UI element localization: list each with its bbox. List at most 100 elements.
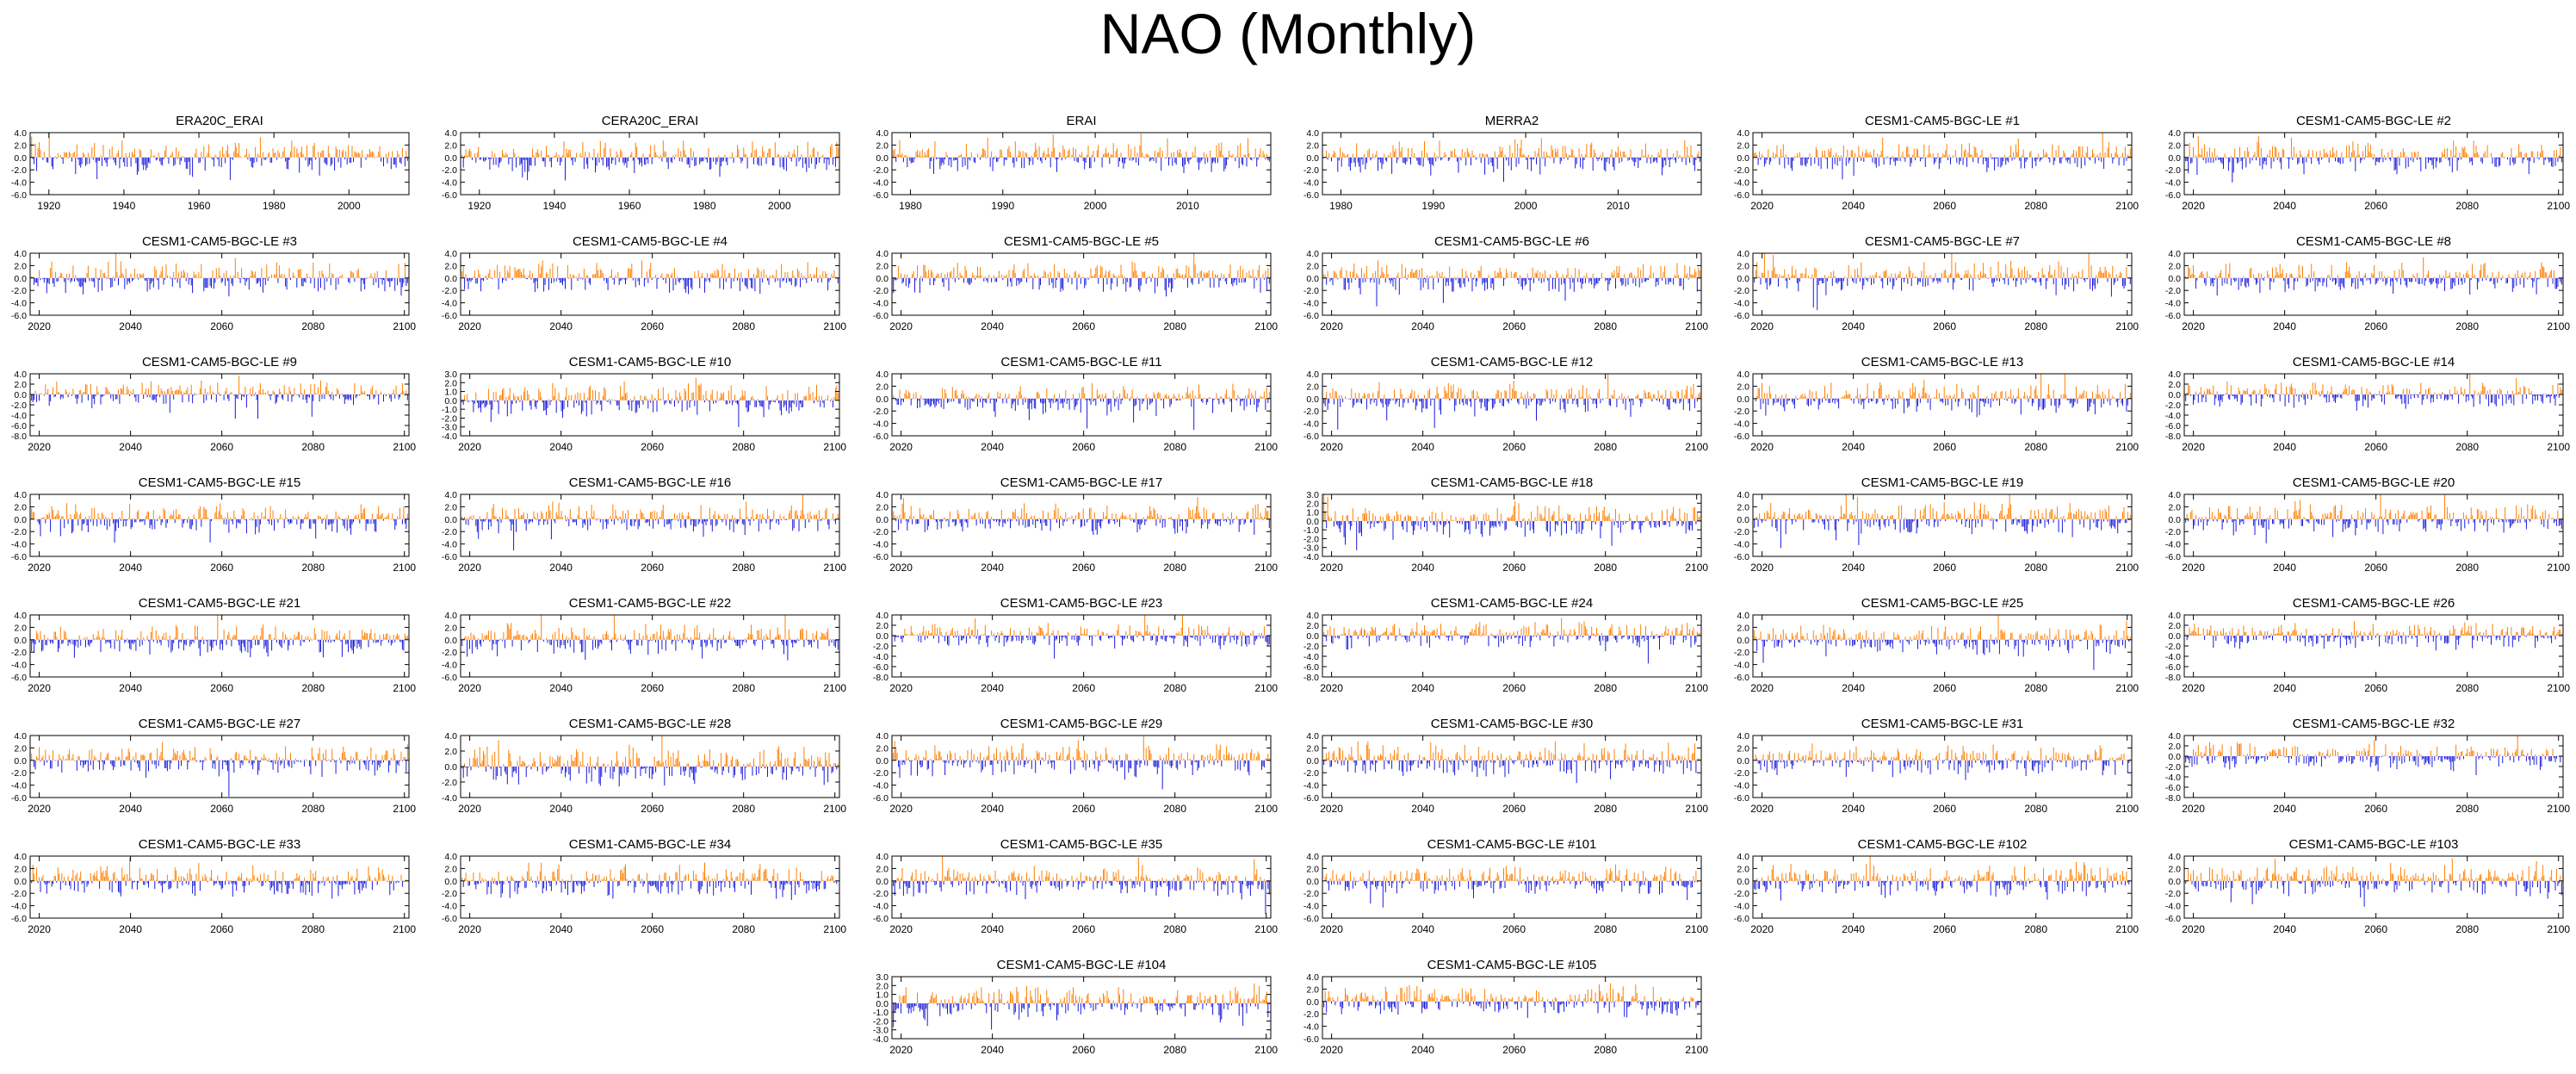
y-tick-label: -2.0 — [2165, 165, 2181, 176]
plot-frame — [2184, 133, 2563, 195]
y-tick-label: 4.0 — [14, 369, 27, 380]
y-tick-label: -2.0 — [1303, 286, 1319, 296]
x-tick-label: 2020 — [2182, 200, 2205, 212]
chart-panel: CESM1-CAM5-BGC-LE #64.02.00.0-2.0-4.0-6.… — [1303, 234, 1708, 332]
x-tick-label: 2040 — [2273, 320, 2296, 332]
x-tick-label: 2060 — [641, 320, 664, 332]
y-tick-label: -6.0 — [2165, 190, 2181, 201]
y-tick-label: -4.0 — [11, 299, 27, 309]
x-tick-label: 1980 — [693, 200, 716, 212]
plot-frame — [461, 253, 839, 315]
y-tick-label: 2.0 — [2168, 140, 2181, 151]
bar-series — [894, 253, 1270, 296]
y-tick-label: -6.0 — [1734, 190, 1749, 201]
y-tick-label: 0.0 — [1306, 153, 1319, 164]
y-tick-label: -2.0 — [1734, 286, 1749, 296]
x-tick-label: 1920 — [37, 200, 60, 212]
x-tick-label: 2040 — [549, 320, 573, 332]
y-tick-label: 2.0 — [1737, 140, 1749, 151]
x-tick-label: 2080 — [301, 320, 325, 332]
x-tick-label: 2100 — [823, 441, 846, 453]
x-tick-label: 2040 — [981, 320, 1004, 332]
y-tick-label: 4.0 — [876, 128, 889, 139]
x-tick-label: 2060 — [1933, 200, 1956, 212]
x-tick-label: 2080 — [2024, 320, 2047, 332]
x-tick-label: 2010 — [1176, 200, 1199, 212]
panel-title: CERA20C_ERAI — [602, 114, 699, 128]
y-tick-label: -2.0 — [442, 286, 457, 296]
panel-title: CESM1-CAM5-BGC-LE #4 — [573, 234, 728, 249]
x-tick-label: 1990 — [1421, 200, 1445, 212]
panel-title: ERAI — [1066, 114, 1096, 128]
x-tick-label: 2100 — [2547, 200, 2570, 212]
chart-panel: CESM1-CAM5-BGC-LE #14.02.00.0-2.0-4.0-6.… — [1734, 114, 2139, 212]
y-tick-label: 4.0 — [444, 128, 457, 139]
x-tick-label: 2100 — [823, 320, 846, 332]
bar-series — [32, 133, 408, 180]
bar-series — [894, 383, 1270, 430]
x-tick-label: 2040 — [119, 441, 142, 453]
x-tick-label: 2060 — [210, 320, 233, 332]
x-tick-label: 2100 — [393, 320, 416, 332]
x-tick-label: 2080 — [301, 441, 325, 453]
y-tick-label: 0.0 — [876, 153, 889, 164]
y-tick-label: 2.0 — [444, 140, 457, 151]
y-tick-label: 2.0 — [1306, 261, 1319, 271]
y-tick-label: 4.0 — [2168, 249, 2181, 259]
y-tick-label: 4.0 — [2168, 128, 2181, 139]
x-tick-label: 1960 — [188, 200, 211, 212]
x-tick-label: 2060 — [1933, 320, 1956, 332]
panel-title: CESM1-CAM5-BGC-LE #5 — [1004, 234, 1159, 249]
x-tick-label: 2100 — [2547, 320, 2570, 332]
x-tick-label: 2000 — [1084, 200, 1107, 212]
x-tick-label: 2040 — [549, 441, 573, 453]
y-tick-label: 4.0 — [14, 128, 27, 139]
y-tick-label: 2.0 — [14, 380, 27, 390]
y-tick-label: -2.0 — [873, 165, 889, 176]
chart-panel: CESM1-CAM5-BGC-LE #34.02.00.0-2.0-4.0-6.… — [11, 234, 416, 332]
bar-series — [462, 378, 839, 427]
y-tick-label: -2.0 — [442, 165, 457, 176]
chart-panel: CESM1-CAM5-BGC-LE #94.02.00.0-2.0-4.0-6.… — [11, 355, 416, 453]
x-tick-label: 2080 — [732, 441, 755, 453]
x-tick-label: 2040 — [1842, 320, 1865, 332]
y-tick-label: -4.0 — [11, 178, 27, 189]
plot-frame — [461, 374, 839, 436]
y-tick-label: -4.0 — [873, 299, 889, 309]
x-tick-label: 2040 — [1842, 200, 1865, 212]
x-tick-label: 2080 — [1594, 320, 1617, 332]
plot-frame — [1753, 253, 2132, 315]
y-tick-label: -4.0 — [442, 178, 457, 189]
bar-series — [462, 260, 839, 294]
y-tick-label: 0.0 — [1737, 274, 1749, 284]
x-tick-label: 2020 — [28, 441, 51, 453]
x-tick-label: 2080 — [1163, 320, 1186, 332]
panel-title: CESM1-CAM5-BGC-LE #7 — [1865, 234, 2020, 249]
x-tick-label: 2080 — [2455, 200, 2479, 212]
y-tick-label: 0.0 — [14, 390, 27, 400]
y-tick-label: -6.0 — [2165, 311, 2181, 321]
bar-series — [32, 253, 408, 296]
panel-title: CESM1-CAM5-BGC-LE #11 — [1000, 355, 1161, 369]
y-tick-label: -6.0 — [442, 311, 457, 321]
y-tick-label: 0.0 — [2168, 153, 2181, 164]
y-tick-label: -2.0 — [11, 165, 27, 176]
y-tick-label: 4.0 — [1306, 128, 1319, 139]
bar-series — [32, 376, 408, 419]
x-tick-label: 2010 — [1607, 200, 1630, 212]
y-tick-label: -2.0 — [11, 400, 27, 411]
y-tick-label: 0.0 — [2168, 274, 2181, 284]
y-tick-label: -4.0 — [1734, 299, 1749, 309]
x-tick-label: 2020 — [458, 320, 481, 332]
bar-series — [2186, 258, 2562, 295]
x-tick-label: 2020 — [2182, 320, 2205, 332]
x-tick-label: 1990 — [991, 200, 1014, 212]
x-tick-label: 2060 — [2364, 320, 2387, 332]
x-tick-label: 2100 — [2115, 200, 2139, 212]
x-tick-label: 2100 — [1254, 320, 1278, 332]
plot-frame — [30, 253, 409, 315]
x-tick-label: 2020 — [458, 441, 481, 453]
y-tick-label: -2.0 — [1734, 165, 1749, 176]
